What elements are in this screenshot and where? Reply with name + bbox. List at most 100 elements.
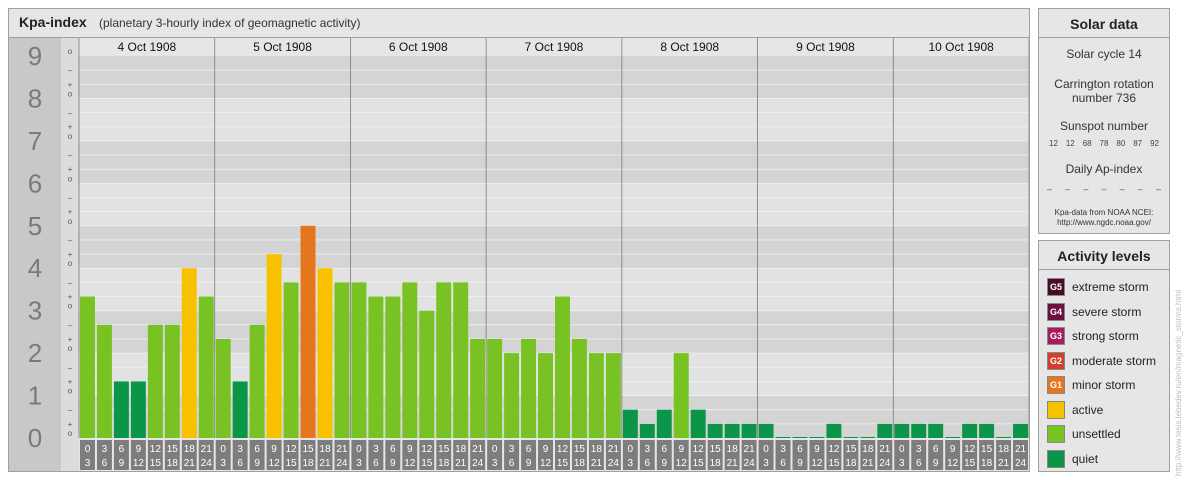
legend-item-quiet: quiet [1047, 448, 1169, 473]
kpa-bar [996, 437, 1012, 438]
kpa-bar [521, 338, 537, 438]
kpa-bar [80, 296, 95, 438]
interval-box [147, 440, 163, 470]
interval-end-label: 18 [710, 458, 722, 469]
interval-start-label: 12 [964, 444, 976, 455]
interval-box [860, 440, 876, 470]
interval-start-label: 21 [201, 444, 213, 455]
kpa-bar [639, 423, 655, 438]
interval-start-label: 9 [814, 444, 820, 455]
level-band [79, 268, 1029, 311]
activity-legend: G5 extreme storm G4 severe storm G3 strong st… [1039, 270, 1169, 472]
interval-start-label: 0 [220, 444, 226, 455]
kpa-bar [792, 437, 808, 438]
interval-start-label: 12 [557, 444, 569, 455]
interval-end-label: 6 [645, 458, 651, 469]
interval-end-label: 12 [676, 458, 688, 469]
day-label: 10 Oct 1908 [928, 40, 994, 54]
interval-start-label: 0 [763, 444, 769, 455]
interval-start-label: 6 [661, 444, 667, 455]
source-line-2[interactable]: http://www.ngdc.noaa.gov/ [1057, 218, 1151, 227]
interval-end-label: 9 [390, 458, 396, 469]
legend-label: strong storm [1072, 329, 1139, 343]
ap-value: – [1155, 184, 1161, 194]
kpa-bar [707, 423, 723, 438]
day-label: 5 Oct 1908 [253, 40, 312, 54]
minor-tick-label: o [68, 132, 73, 141]
minor-tick-label: o [68, 429, 73, 438]
minor-tick-label: – [68, 363, 73, 372]
kpa-bar [877, 423, 893, 438]
interval-box [300, 440, 316, 470]
kpa-bar [164, 324, 180, 438]
sunspot-value: 78 [1099, 139, 1109, 148]
kpa-bar [368, 296, 384, 438]
legend-swatch: G4 [1047, 302, 1065, 321]
interval-start-label: 21 [336, 444, 348, 455]
kpa-bar [758, 423, 774, 438]
y-tick-label: 9 [28, 41, 42, 71]
interval-end-label: 18 [167, 458, 179, 469]
interval-box [470, 440, 486, 470]
kpa-bar [147, 324, 163, 438]
interval-end-label: 3 [356, 458, 362, 469]
interval-start-label: 6 [390, 444, 396, 455]
kpa-bar [419, 310, 435, 438]
legend-label: severe storm [1072, 304, 1142, 319]
legend-item-extreme-storm: G5 extreme storm [1047, 276, 1169, 301]
minor-tick-label: – [68, 321, 73, 330]
interval-box [164, 440, 180, 470]
interval-box [928, 440, 944, 470]
interval-end-label: 21 [455, 458, 467, 469]
kpa-bar [555, 296, 570, 438]
interval-start-label: 0 [492, 444, 498, 455]
kpa-bar [741, 423, 757, 438]
interval-box [453, 440, 469, 470]
interval-box [368, 440, 384, 470]
legend-swatch [1047, 400, 1065, 419]
interval-end-label: 12 [947, 458, 959, 469]
minor-tick-label: + [68, 165, 73, 174]
kpa-bar [690, 409, 706, 438]
interval-start-label: 6 [933, 444, 939, 455]
interval-box [538, 440, 553, 470]
day-label: 4 Oct 1908 [117, 40, 176, 54]
interval-end-label: 21 [727, 458, 739, 469]
level-band [79, 225, 1029, 269]
interval-start-label: 9 [678, 444, 684, 455]
legend-item-unsettled: unsettled [1047, 423, 1169, 448]
solar-data-title: Solar data [1039, 9, 1169, 38]
level-band [79, 140, 1029, 184]
kpa-bar [673, 353, 689, 438]
y-tick-label: 8 [28, 83, 42, 113]
interval-end-label: 15 [557, 458, 569, 469]
interval-box [1013, 440, 1028, 470]
interval-box [741, 440, 757, 470]
interval-box [351, 440, 367, 470]
interval-start-label: 3 [509, 444, 515, 455]
interval-box [945, 440, 961, 470]
interval-start-label: 21 [608, 444, 620, 455]
minor-tick-label: o [68, 217, 73, 226]
interval-start-label: 15 [845, 444, 857, 455]
interval-start-label: 12 [828, 444, 840, 455]
interval-box [555, 440, 570, 470]
kpa-bar [113, 381, 129, 438]
level-band [79, 98, 1029, 141]
ap-value: – [1083, 184, 1089, 194]
kpa-bar [538, 353, 553, 438]
interval-start-label: 18 [184, 444, 196, 455]
interval-start-label: 6 [254, 444, 260, 455]
ap-value: – [1119, 184, 1125, 194]
interval-end-label: 9 [119, 458, 125, 469]
interval-start-label: 12 [693, 444, 705, 455]
interval-box [979, 440, 995, 470]
minor-tick-label: + [68, 123, 73, 132]
interval-box [130, 440, 146, 470]
interval-start-label: 18 [319, 444, 331, 455]
interval-end-label: 24 [472, 458, 484, 469]
interval-box [96, 440, 112, 470]
day-label: 6 Oct 1908 [389, 40, 448, 54]
kpa-bar [911, 423, 927, 438]
